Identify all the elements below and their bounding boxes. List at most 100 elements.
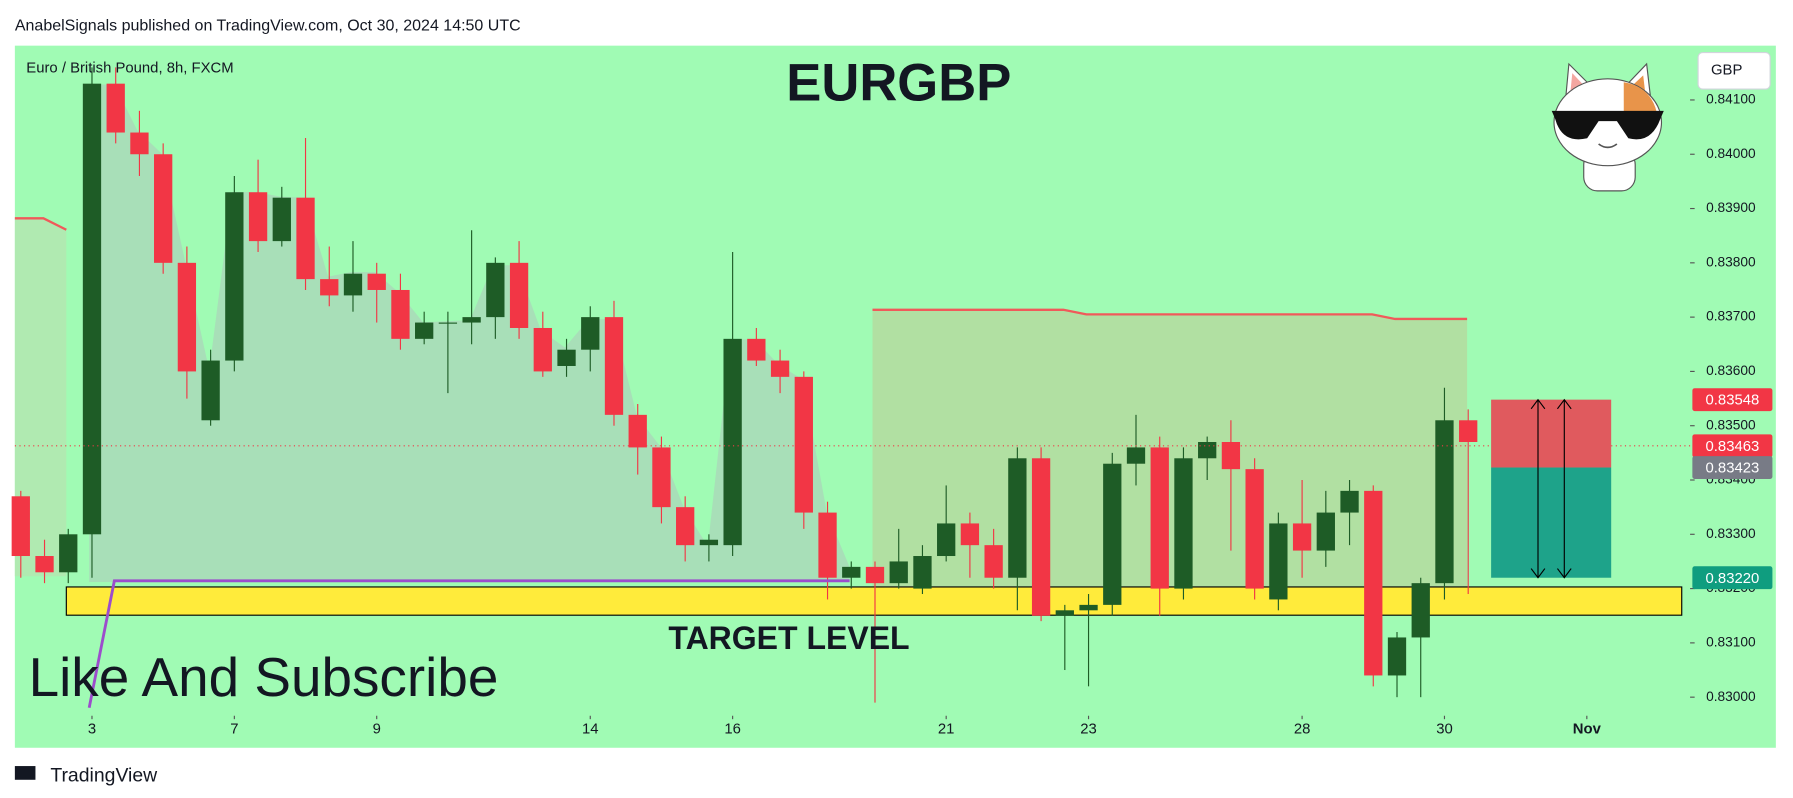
y-tick-label: 0.83600	[1706, 363, 1756, 378]
cat-sunglasses	[1551, 110, 1664, 140]
candle-body	[1269, 523, 1288, 600]
publisher-line: AnabelSignals published on TradingView.c…	[15, 17, 521, 34]
candle-body	[272, 197, 291, 242]
candle-body	[1198, 441, 1217, 459]
position-reward	[1491, 467, 1612, 578]
candle-body	[296, 197, 315, 280]
y-tick-label: 0.83700	[1706, 309, 1756, 324]
currency-button[interactable]	[1697, 51, 1771, 90]
candle-body	[794, 376, 813, 513]
candle-body	[1103, 463, 1122, 605]
x-tick-label: 28	[1294, 721, 1311, 737]
price-tag	[1692, 388, 1773, 412]
indicator-line	[14, 217, 67, 231]
footer-brand: TradingView	[50, 764, 158, 786]
candle-body	[865, 566, 885, 584]
annotation: Like And Subscribe	[29, 646, 499, 708]
price-tag-label: 0.83423	[1706, 461, 1760, 477]
candle-body	[462, 317, 481, 323]
y-tick-label: 0.84000	[1706, 146, 1756, 161]
candle-body	[1008, 458, 1027, 578]
symbol-info: Euro / British Pound, 8h, FXCM	[26, 60, 233, 76]
y-tick-label: 0.83000	[1706, 689, 1756, 704]
y-tick-label: 0.83300	[1706, 526, 1756, 541]
target-zone	[65, 586, 1683, 616]
y-tick-label: 0.83800	[1706, 254, 1756, 269]
y-tick-label: 0.83500	[1706, 417, 1756, 432]
candle-body	[438, 322, 458, 324]
candle-body	[415, 322, 434, 339]
candle-body	[889, 561, 908, 584]
candle-body	[604, 317, 624, 415]
candle-body	[1126, 447, 1146, 464]
currency-button-label[interactable]: GBP	[1711, 63, 1742, 79]
y-tick-label: 0.83100	[1706, 635, 1756, 650]
candle-body	[35, 556, 54, 573]
candle-body	[1459, 420, 1478, 442]
drawing-line	[87, 579, 850, 709]
candle-body	[557, 349, 576, 366]
candle-body	[11, 496, 30, 557]
candle-body	[82, 83, 102, 535]
candle-body	[842, 566, 861, 578]
candle-body	[1387, 637, 1407, 676]
x-tick-label: 7	[230, 721, 238, 737]
candle-body	[533, 327, 552, 372]
candle-body	[1411, 583, 1430, 638]
candle-body	[628, 414, 647, 448]
tv-logo	[14, 766, 36, 780]
x-tick-label: 21	[938, 721, 955, 737]
candle-body	[1245, 469, 1264, 589]
candle-body	[201, 360, 220, 421]
candle-body	[699, 539, 719, 546]
price-tag	[1692, 434, 1773, 458]
candle-body	[1174, 458, 1193, 589]
cat-sticker	[1551, 62, 1664, 192]
candle-body	[581, 317, 600, 350]
candle-body	[225, 192, 244, 361]
candle-body	[818, 512, 837, 578]
position-risk	[1491, 399, 1612, 468]
candle-body	[320, 279, 339, 296]
candle-body	[248, 192, 268, 242]
candle-body	[1435, 420, 1454, 584]
indicator-line	[872, 308, 1468, 321]
price-tag	[1692, 456, 1773, 479]
y-tick-label: 0.84100	[1706, 92, 1756, 107]
cat-patch	[1623, 82, 1659, 119]
price-tag	[1692, 566, 1773, 590]
candle-body	[391, 289, 410, 339]
indicator-area	[14, 218, 67, 577]
candle-body	[1221, 441, 1241, 470]
arrow-head	[1530, 398, 1546, 410]
x-tick-label: 16	[724, 721, 741, 737]
candle-body	[937, 523, 956, 557]
price-tag-label: 0.83463	[1706, 439, 1760, 455]
candle-body	[1031, 458, 1051, 616]
y-tick-label: 0.83900	[1706, 200, 1756, 215]
candle-body	[59, 534, 78, 573]
candle-body	[960, 523, 980, 546]
price-tag-label: 0.83220	[1706, 571, 1760, 587]
x-tick-label: 9	[373, 721, 381, 737]
target-label: TARGET LEVEL	[668, 620, 909, 656]
candle-body	[130, 132, 149, 155]
candle-body	[154, 154, 173, 263]
candle-body	[1316, 512, 1335, 551]
candle-body	[343, 273, 363, 296]
candle-body	[1055, 610, 1074, 616]
candle-body	[723, 338, 742, 546]
candle-body	[676, 507, 695, 546]
arrow-head	[1530, 568, 1546, 579]
x-tick-label: 30	[1436, 721, 1453, 737]
candle-body	[1340, 490, 1359, 513]
plot	[11, 67, 1691, 703]
candle-body	[1079, 604, 1098, 611]
price-tag-label: 0.83548	[1706, 393, 1760, 409]
candle-body	[486, 262, 505, 318]
x-tick-label: 14	[582, 721, 599, 737]
candle-body	[913, 556, 932, 589]
candle-body	[770, 360, 790, 377]
